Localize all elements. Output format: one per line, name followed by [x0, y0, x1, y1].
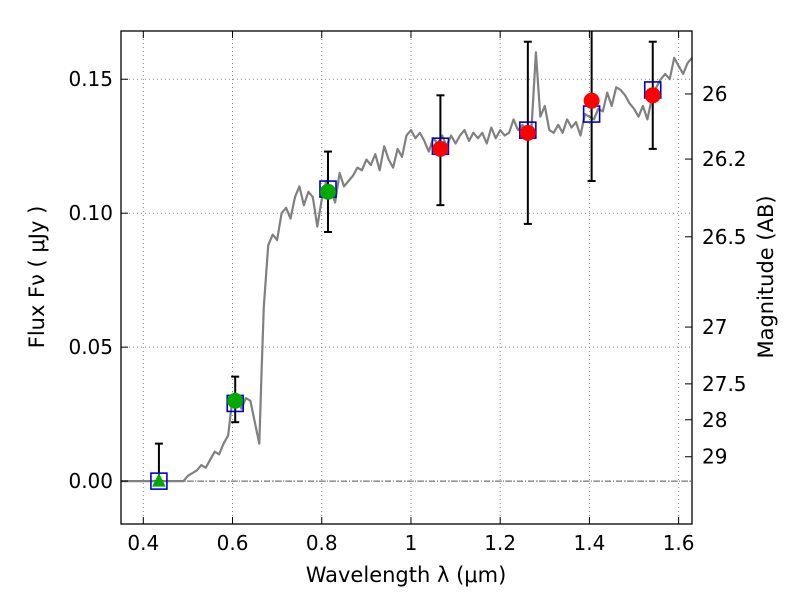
magnitude-axis: 26 26.2 26.5 27 27.5 28 29 [685, 82, 747, 469]
y-tick-label: 0.15 [68, 67, 113, 91]
y-axis-title: Flux Fν ( μJy ) [25, 206, 49, 349]
observed-point [519, 124, 536, 141]
magnitude-axis-title: Magnitude (AB) [754, 195, 778, 358]
model-spectrum-line [121, 51, 693, 483]
x-axis-title: Wavelength λ (μm) [306, 563, 507, 587]
observed-point [644, 87, 661, 104]
magnitude-tick-label: 28 [702, 408, 727, 432]
observed-point [432, 140, 449, 157]
observed-point [152, 473, 166, 487]
magnitude-tick-label: 27 [702, 315, 727, 339]
x-tick-label: 1 [405, 531, 418, 555]
magnitude-tick-label: 26 [702, 82, 727, 106]
observed-point [583, 92, 600, 109]
observed-points [152, 87, 661, 487]
observed-point [227, 392, 244, 409]
magnitude-tick-label: 26.5 [702, 225, 747, 249]
y-tick-label: 0.00 [68, 469, 113, 493]
magnitude-tick-label: 29 [702, 445, 727, 469]
x-tick-label: 0.4 [127, 531, 159, 555]
x-tick-label: 1.4 [573, 531, 605, 555]
x-tick-label: 1.6 [663, 531, 695, 555]
observed-point [319, 183, 336, 200]
y-tick-label: 0.10 [68, 201, 113, 225]
y-axis: 0.00 0.05 0.10 0.15 [68, 67, 128, 493]
x-tick-label: 0.8 [306, 531, 338, 555]
x-axis: 0.4 0.6 0.8 1 1.2 1.4 1.6 [127, 31, 695, 555]
plot-background [121, 31, 692, 524]
magnitude-tick-label: 27.5 [702, 372, 747, 396]
x-tick-label: 0.6 [217, 531, 249, 555]
x-tick-label: 1.2 [484, 531, 516, 555]
magnitude-tick-label: 26.2 [702, 147, 747, 171]
y-tick-label: 0.05 [68, 335, 113, 359]
plot-frame [120, 30, 693, 525]
